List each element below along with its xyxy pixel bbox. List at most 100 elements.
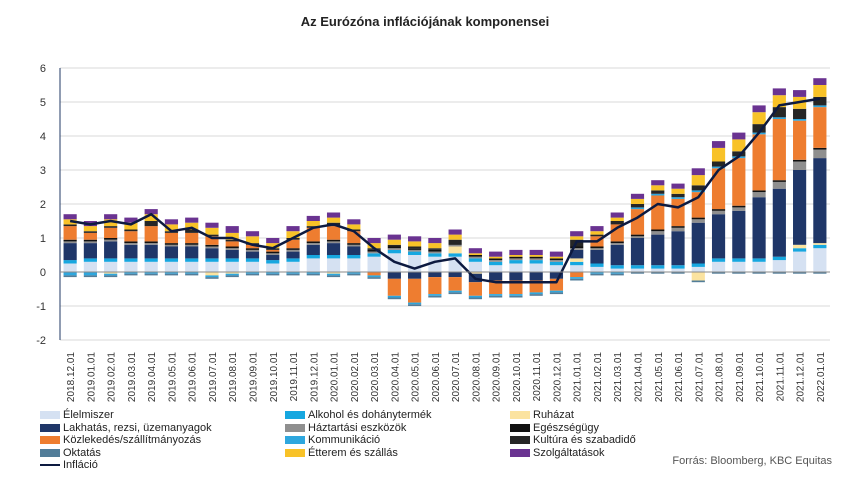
x-tick-label: 2019.09.01 (249, 352, 260, 402)
bar-segment (630, 198, 645, 204)
x-tick-label: 2019.12.01 (309, 352, 320, 402)
bar-segment (266, 243, 280, 249)
bar-segment (489, 272, 503, 281)
bar-segment (367, 275, 381, 278)
bar-segment (570, 265, 584, 272)
bar-segment (225, 272, 239, 274)
x-tick-label: 2021.03.01 (613, 352, 624, 402)
bar-segment (347, 231, 361, 244)
bar-segment (63, 241, 77, 244)
legend-item: Kommunikáció (285, 434, 380, 446)
bar-segment (428, 295, 442, 298)
bar-segment (793, 251, 807, 272)
bar-segment (813, 107, 827, 148)
bar-segment (468, 256, 482, 259)
bar-segment (347, 255, 361, 259)
bar-segment (124, 258, 138, 262)
x-tick-label: 2021.09.01 (735, 352, 746, 402)
bar-segment (367, 253, 381, 257)
bar-segment (468, 258, 482, 262)
bar-segment (610, 265, 624, 269)
legend-swatch (510, 423, 530, 432)
bar-segment (570, 277, 584, 279)
bar-segment (570, 246, 584, 249)
bar-segment (144, 272, 158, 274)
bar-segment (428, 272, 442, 278)
bar-segment (185, 222, 199, 230)
bar-segment (83, 232, 97, 240)
bar-segment (286, 226, 300, 232)
bar-segment (732, 158, 746, 206)
bar-segment (570, 272, 584, 278)
bar-segment (124, 231, 138, 242)
bar-segment (793, 159, 807, 162)
bar-segment (286, 273, 300, 276)
legend-label: Infláció (63, 459, 98, 471)
bar-segment (468, 282, 482, 296)
bar-segment (448, 229, 462, 235)
x-tick-label: 2020.05.01 (411, 352, 422, 402)
bar-segment (144, 226, 158, 242)
bar-segment (691, 217, 705, 220)
bar-segment (367, 238, 381, 244)
x-tick-label: 2019.01.01 (86, 352, 97, 402)
bar-segment (793, 272, 807, 274)
bar-segment (428, 294, 442, 296)
bar-segment (266, 251, 280, 254)
bar-segment (124, 261, 138, 272)
bar-segment (448, 243, 462, 245)
legend-swatch (285, 436, 305, 445)
bar-segment (549, 256, 564, 259)
bar-segment (63, 214, 77, 220)
bar-segment (164, 244, 179, 247)
legend-item: Infláció (40, 459, 98, 471)
legend-item: Oktatás (40, 447, 101, 459)
bar-segment (83, 239, 97, 242)
bar-segment (509, 249, 523, 255)
bar-segment (83, 261, 97, 272)
bar-segment (185, 217, 199, 223)
bar-segment (428, 251, 442, 254)
bar-segment (185, 258, 199, 262)
inflation-line (69, 97, 821, 284)
bar-segment (489, 261, 503, 266)
bar-segment (306, 221, 320, 227)
bar-segment (428, 238, 442, 244)
stacked-bars (63, 78, 827, 306)
bar-segment (63, 243, 77, 261)
bar-segment (610, 272, 624, 274)
bar-segment (529, 263, 543, 272)
bar-segment (144, 241, 158, 244)
bar-segment (529, 280, 543, 293)
bar-segment (590, 231, 604, 235)
bar-segment (793, 170, 807, 245)
bar-segment (691, 175, 705, 186)
legend-label: Lakhatás, rezsi, üzemanyagok (63, 421, 212, 434)
bar-segment (630, 193, 645, 199)
bar-segment (326, 258, 341, 272)
bar-segment (144, 244, 158, 259)
bar-segment (63, 224, 77, 227)
bar-segment (711, 210, 726, 215)
bar-segment (651, 234, 665, 266)
bar-segment (570, 236, 584, 240)
bar-segment (185, 243, 199, 245)
bar-segment (164, 246, 179, 259)
bar-segment (448, 290, 462, 293)
x-tick-label: 2019.05.01 (167, 352, 178, 402)
bar-segment (306, 244, 320, 255)
bar-segment (428, 253, 442, 257)
legend-label: Élelmiszer (63, 409, 114, 421)
bar-segment (732, 151, 746, 157)
bar-segment (185, 229, 199, 233)
bar-segment (306, 273, 320, 276)
x-tick-label: 2021.05.01 (654, 352, 665, 402)
bar-segment (225, 258, 239, 262)
bar-segment (651, 229, 665, 232)
bar-segment (306, 255, 320, 259)
bar-segment (691, 190, 705, 193)
bar-segment (347, 243, 361, 245)
bar-segment (509, 258, 523, 261)
y-tick-label: 2 (40, 199, 46, 211)
bar-segment (124, 222, 138, 230)
